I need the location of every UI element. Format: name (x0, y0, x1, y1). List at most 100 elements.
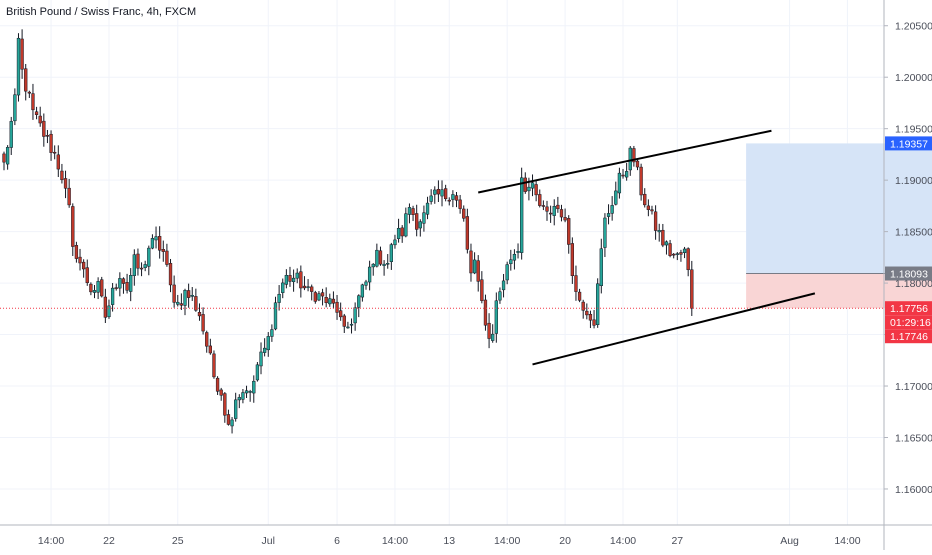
candle-body (310, 286, 314, 292)
candle-body (404, 213, 408, 237)
candle-body (63, 178, 68, 189)
x-tick-label: 14:00 (382, 535, 408, 547)
candle-body (621, 174, 625, 177)
candle-body (375, 249, 379, 267)
x-tick-label: 6 (334, 535, 340, 547)
y-tick-label: 1.18500 (895, 227, 932, 239)
candle-body (252, 380, 256, 394)
candle-body (596, 283, 600, 326)
candle-body (53, 151, 57, 154)
last-price-tag: 1.17756 (890, 303, 928, 315)
channel-upper-trendline[interactable] (478, 129, 772, 194)
candle-body (9, 121, 13, 148)
candle-body (190, 294, 194, 297)
candle-body (176, 301, 180, 305)
trendlines-layer[interactable] (0, 129, 884, 366)
last-price-tag-bg (885, 301, 932, 316)
channel-lower-trendline[interactable] (532, 292, 816, 366)
candle-body (574, 275, 578, 292)
candle-body (150, 238, 155, 249)
candle-body (556, 204, 560, 210)
candle-body (581, 301, 585, 311)
candle-body (335, 301, 339, 313)
candle-body (89, 283, 93, 293)
candle-body (24, 68, 28, 92)
candle-body (165, 250, 169, 265)
candle-body (194, 296, 198, 311)
candle-body (331, 298, 336, 304)
y-tick-label: 1.16500 (895, 433, 932, 445)
candle-body (139, 267, 144, 270)
candle-body (606, 213, 611, 217)
y-tick-label: 1.20000 (895, 72, 932, 84)
candle-body (476, 260, 480, 282)
candle-body (686, 248, 690, 271)
candle-body (509, 259, 513, 265)
candle-body (230, 419, 234, 427)
candle-body (451, 194, 455, 200)
candle-body (262, 347, 267, 353)
candle-body (563, 217, 567, 221)
candle-body (672, 253, 676, 256)
candle-body (548, 212, 553, 215)
candle-body (277, 293, 281, 303)
candle-body (436, 189, 441, 195)
candle-body (487, 322, 491, 339)
candle-body (447, 199, 451, 202)
x-tick-label: 14:00 (834, 535, 860, 547)
candle-body (614, 190, 618, 205)
candle-body (306, 286, 310, 288)
candle-body (259, 351, 263, 367)
entry-price-tag: 1.18093 (890, 269, 928, 281)
candle-body (469, 250, 473, 274)
candle-body (668, 243, 672, 256)
candle-body (161, 249, 165, 252)
candle-body (219, 389, 223, 396)
candle-body (45, 135, 50, 137)
candle-body (501, 280, 506, 291)
target-price-tag: 1.19357 (890, 138, 928, 150)
candle-body (440, 189, 444, 197)
candle-body (38, 115, 42, 124)
candle-body (400, 227, 404, 237)
candle-body (5, 147, 10, 165)
candle-body (624, 171, 629, 178)
candle-body (690, 269, 694, 309)
candle-body (20, 38, 24, 70)
candle-body (288, 275, 292, 282)
candle-body (291, 277, 296, 283)
candle-body (411, 208, 415, 216)
x-tick-label: 14:00 (38, 535, 64, 547)
candle-body (429, 195, 433, 202)
candle-body (639, 166, 643, 196)
candle-body (241, 392, 245, 400)
countdown-tag: 01:29:16 (890, 317, 931, 329)
candle-body (226, 414, 231, 425)
candle-body (114, 287, 118, 289)
candle-body (628, 147, 632, 171)
candle-body (588, 313, 593, 321)
candle-body (472, 259, 477, 274)
candle-body (100, 279, 104, 297)
candle-body (585, 310, 589, 316)
candle-body (603, 217, 607, 248)
candle-body (505, 264, 509, 281)
candle-body (223, 393, 227, 416)
candle-body (234, 399, 238, 419)
candle-body (34, 111, 39, 115)
candle-body (74, 245, 79, 259)
candle-body (664, 241, 669, 246)
candle-body (425, 202, 430, 215)
candle-body (147, 247, 151, 267)
candle-body (632, 148, 636, 163)
candle-body (378, 250, 383, 265)
candle-body (92, 290, 97, 293)
target-price-tag-bg (885, 136, 932, 151)
profit-zone[interactable] (746, 143, 932, 274)
candle-body (545, 206, 549, 212)
candle-body (353, 307, 357, 324)
candle-body (244, 390, 249, 394)
x-tick-label: 14:00 (610, 535, 636, 547)
